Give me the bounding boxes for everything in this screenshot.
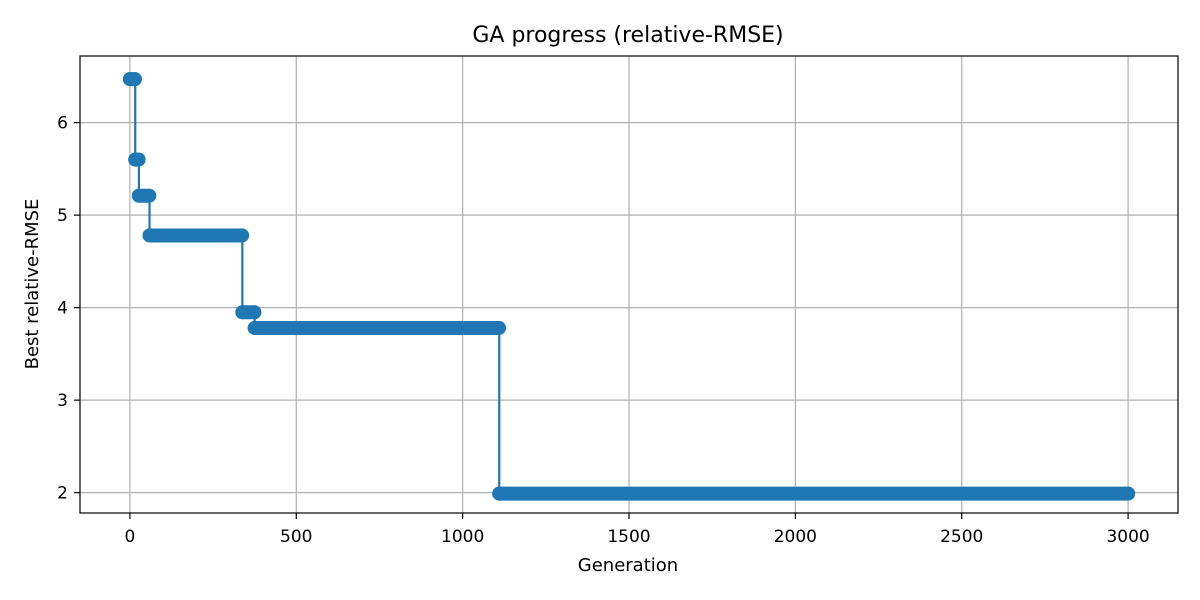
y-tick-label: 5: [57, 206, 68, 226]
data-point: [131, 188, 146, 203]
data-point: [235, 305, 250, 320]
data-point: [492, 486, 507, 501]
data-layer: [122, 72, 1136, 501]
x-tick-label: 1000: [441, 527, 484, 547]
x-axis-label: Generation: [578, 555, 678, 576]
y-tick-label: 3: [57, 391, 68, 411]
x-tick-label: 0: [124, 527, 135, 547]
data-point: [127, 72, 142, 87]
x-tick-label: 2000: [774, 527, 817, 547]
x-tick-label: 3000: [1106, 527, 1149, 547]
y-tick-label: 6: [57, 114, 68, 134]
x-tick-label: 500: [280, 527, 312, 547]
y-tick-label: 4: [57, 299, 68, 319]
grid-layer: [80, 56, 1178, 513]
data-point: [1121, 486, 1136, 501]
x-tick-label: 2500: [940, 527, 983, 547]
tick-layer: 0 500 1000 1500 2000 2500 3000 2 3 4 5 6: [57, 114, 1150, 547]
y-axis-label: Best relative-RMSE: [22, 199, 43, 370]
data-point: [247, 320, 262, 335]
y-tick-label: 2: [57, 484, 68, 504]
data-point: [131, 152, 146, 167]
data-point: [142, 188, 157, 203]
data-point: [235, 228, 250, 243]
chart-title: GA progress (relative-RMSE): [472, 23, 783, 48]
data-point: [142, 228, 157, 243]
x-tick-label: 1500: [607, 527, 650, 547]
data-point: [491, 320, 506, 335]
data-point: [247, 305, 262, 320]
